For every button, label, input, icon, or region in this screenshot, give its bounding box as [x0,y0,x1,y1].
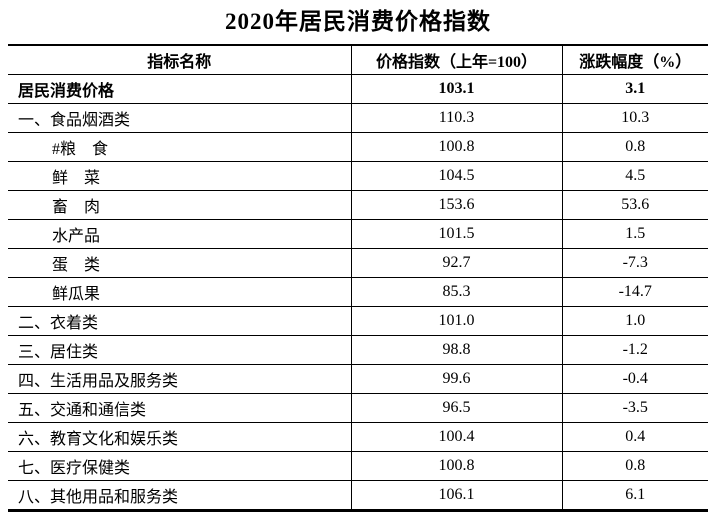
table-row: 鲜 菜 104.5 4.5 [8,161,708,191]
table-header: 指标名称 价格指数（上年=100） 涨跌幅度（%） [8,45,708,75]
change-percent-cell: -14.7 [562,277,708,307]
price-index-cell: 100.4 [351,422,563,452]
change-percent-cell: 0.8 [562,132,708,162]
table-row: 水产品 101.5 1.5 [8,219,708,249]
price-index-cell: 153.6 [351,190,563,220]
table-row: 八、其他用品和服务类 106.1 6.1 [8,480,708,511]
table-row: 鲜瓜果 85.3 -14.7 [8,277,708,307]
table-row: 三、居住类 98.8 -1.2 [8,335,708,365]
table-row: 一、食品烟酒类 110.3 10.3 [8,103,708,133]
price-index-cell: 101.0 [351,306,563,336]
table-row: 畜 肉 153.6 53.6 [8,190,708,220]
table-row: 六、教育文化和娱乐类 100.4 0.4 [8,422,708,452]
change-percent-cell: -0.4 [562,364,708,394]
indicator-name-cell: 蛋 类 [8,248,352,278]
table-row: 居民消费价格 103.1 3.1 [8,74,708,104]
indicator-name-cell: 水产品 [8,219,352,249]
indicator-name-cell: 一、食品烟酒类 [8,103,352,133]
indicator-name-cell: 八、其他用品和服务类 [8,480,352,511]
indicator-name-cell: 二、衣着类 [8,306,352,336]
change-percent-cell: -7.3 [562,248,708,278]
indicator-name-cell: 畜 肉 [8,190,352,220]
header-indicator-name: 指标名称 [8,45,352,75]
change-percent-cell: -1.2 [562,335,708,365]
indicator-name-cell: #粮 食 [8,132,352,162]
cpi-table: 指标名称 价格指数（上年=100） 涨跌幅度（%） 居民消费价格 103.1 3… [8,44,708,512]
header-row: 指标名称 价格指数（上年=100） 涨跌幅度（%） [8,45,708,75]
price-index-cell: 100.8 [351,132,563,162]
table-row: 五、交通和通信类 96.5 -3.5 [8,393,708,423]
change-percent-cell: 53.6 [562,190,708,220]
table-row: 二、衣着类 101.0 1.0 [8,306,708,336]
price-index-cell: 104.5 [351,161,563,191]
change-percent-cell: 10.3 [562,103,708,133]
change-percent-cell: 3.1 [562,74,708,104]
header-price-index: 价格指数（上年=100） [351,45,563,75]
indicator-name-cell: 三、居住类 [8,335,352,365]
indicator-name-cell: 鲜 菜 [8,161,352,191]
indicator-name-cell: 四、生活用品及服务类 [8,364,352,394]
table-body: 居民消费价格 103.1 3.1 一、食品烟酒类 110.3 10.3 #粮 食… [8,74,708,511]
header-change-percent: 涨跌幅度（%） [562,45,708,75]
price-index-cell: 96.5 [351,393,563,423]
indicator-name-cell: 六、教育文化和娱乐类 [8,422,352,452]
indicator-name-cell: 五、交通和通信类 [8,393,352,423]
table-row: #粮 食 100.8 0.8 [8,132,708,162]
change-percent-cell: 1.5 [562,219,708,249]
price-index-cell: 85.3 [351,277,563,307]
change-percent-cell: 0.4 [562,422,708,452]
price-index-cell: 106.1 [351,480,563,511]
price-index-cell: 92.7 [351,248,563,278]
price-index-cell: 110.3 [351,103,563,133]
price-index-cell: 99.6 [351,364,563,394]
price-index-cell: 103.1 [351,74,563,104]
price-index-cell: 100.8 [351,451,563,481]
indicator-name-cell: 鲜瓜果 [8,277,352,307]
price-index-cell: 98.8 [351,335,563,365]
change-percent-cell: 6.1 [562,480,708,511]
price-index-cell: 101.5 [351,219,563,249]
change-percent-cell: -3.5 [562,393,708,423]
table-row: 七、医疗保健类 100.8 0.8 [8,451,708,481]
change-percent-cell: 4.5 [562,161,708,191]
table-row: 蛋 类 92.7 -7.3 [8,248,708,278]
page-title: 2020年居民消费价格指数 [225,9,491,34]
indicator-name-cell: 七、医疗保健类 [8,451,352,481]
table-row: 四、生活用品及服务类 99.6 -0.4 [8,364,708,394]
change-percent-cell: 0.8 [562,451,708,481]
change-percent-cell: 1.0 [562,306,708,336]
indicator-name-cell: 居民消费价格 [8,74,352,104]
